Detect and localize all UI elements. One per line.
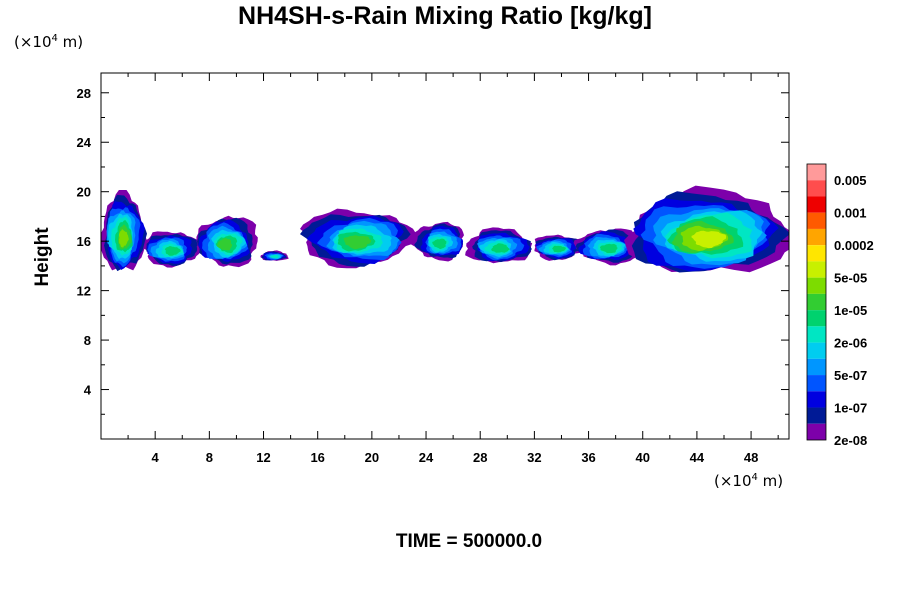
plot-frame (100, 72, 790, 440)
colorbar-label: 5e-05 (834, 271, 867, 286)
y-tick-label: 12 (77, 284, 91, 299)
contour-band (491, 243, 510, 253)
colorbar-swatch (807, 391, 826, 408)
colorbar-swatch (807, 293, 826, 311)
colorbar-swatch (807, 342, 826, 359)
colorbar-swatch (807, 407, 826, 424)
colorbar-swatch (807, 423, 826, 440)
x-tick-label: 8 (206, 450, 213, 465)
colorbar-label: 0.005 (834, 173, 867, 188)
colorbar-label: 2e-08 (834, 433, 867, 448)
colorbar-swatch (807, 326, 826, 343)
x-tick-label: 16 (310, 450, 324, 465)
x-tick-label: 4 (152, 450, 160, 465)
contour-band (164, 246, 181, 256)
contour-band (270, 255, 279, 258)
x-tick-label: 20 (365, 450, 379, 465)
y-tick-label: 4 (84, 383, 92, 398)
x-tick-label: 12 (256, 450, 270, 465)
colorbar-swatch (807, 375, 826, 392)
y-tick-label: 8 (84, 333, 91, 348)
y-unit-exponent: 4 (51, 33, 58, 44)
y-tick-label: 20 (77, 185, 91, 200)
x-unit-suffix: m) (757, 472, 784, 490)
colorbar-label: 2e-06 (834, 336, 867, 351)
colorbar-swatch (807, 358, 826, 376)
contour-fill-layer (101, 185, 789, 273)
colorbar-label: 0.0002 (834, 238, 874, 253)
colorbar: 0.005 0.001 0.0002 5e-05 1e-05 2e-06 5e-07 1e-0… (806, 163, 874, 448)
contour-band (216, 238, 233, 251)
colorbar-swatch (807, 212, 826, 229)
contour-band (343, 235, 372, 250)
contour-band (432, 238, 447, 249)
time-label: TIME = 500000.0 (395, 531, 543, 552)
x-unit-exponent: 4 (751, 472, 758, 483)
x-tick-label: 44 (690, 450, 705, 465)
colorbar-label: 0.001 (834, 206, 867, 221)
y-unit-suffix: m) (57, 33, 84, 51)
colorbar-label: 1e-07 (834, 401, 867, 416)
colorbar-swatch (807, 261, 826, 278)
x-tick-label: 32 (527, 450, 541, 465)
x-axis-unit: (×104 m) (714, 472, 783, 490)
colorbar-label: 5e-07 (834, 368, 867, 383)
y-unit-prefix: (×10 (14, 33, 52, 51)
colorbar-swatch (807, 228, 826, 246)
colorbar-swatch (807, 196, 826, 213)
contour-band (552, 245, 566, 253)
y-axis-unit: (×104 m) (14, 33, 83, 51)
colorbar-frame (806, 163, 827, 441)
y-tick-label: 16 (77, 234, 91, 249)
colorbar-swatch (807, 310, 826, 327)
colorbar-swatch (807, 180, 826, 197)
colorbar-swatch (807, 245, 826, 262)
y-tick-label: 24 (77, 135, 92, 150)
colorbar-label: 1e-05 (834, 303, 867, 318)
colorbar-swatch (807, 164, 826, 181)
x-unit-prefix: (×10 (714, 472, 752, 490)
contour-band (691, 230, 727, 249)
contour-band (599, 243, 618, 254)
x-tick-label: 36 (581, 450, 595, 465)
colorbar-swatch (807, 277, 826, 294)
x-tick-label: 48 (744, 450, 758, 465)
contour-band (118, 229, 129, 248)
x-tick-label: 28 (473, 450, 487, 465)
y-tick-label: 28 (77, 86, 91, 101)
x-tick-label: 40 (635, 450, 649, 465)
chart-title: NH4SH-s-Rain Mixing Ratio [kg/kg] (238, 2, 652, 30)
x-tick-label: 24 (419, 450, 434, 465)
